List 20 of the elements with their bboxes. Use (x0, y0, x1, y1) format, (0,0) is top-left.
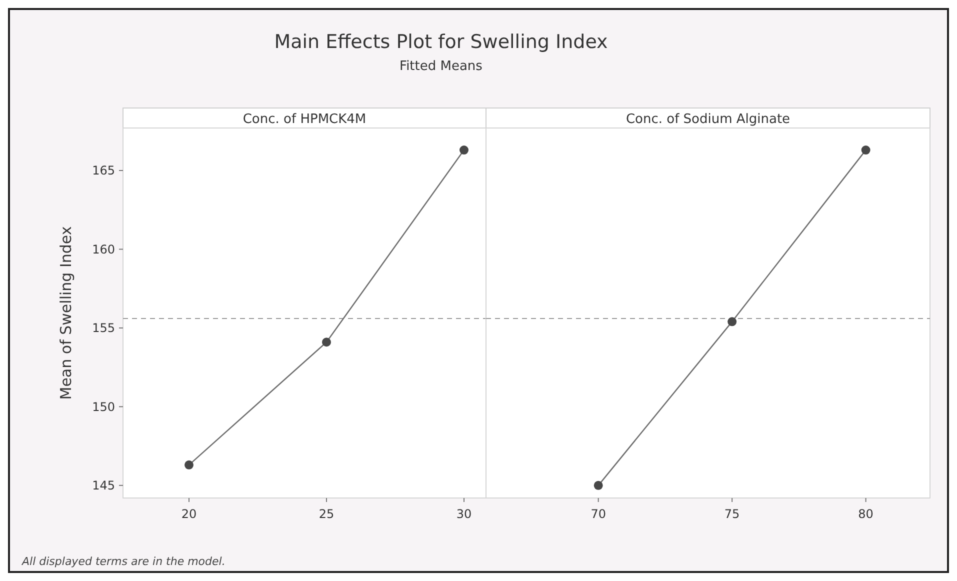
point (322, 338, 331, 347)
text: All displayed terms are in the model. (21, 555, 226, 568)
x-tick-label: 70 (590, 507, 606, 521)
point (184, 460, 194, 470)
x-tick-label: 75 (724, 507, 740, 521)
y-tick-label: 155 (92, 321, 115, 336)
y-tick-label: 145 (92, 478, 115, 493)
chart-subtitle: Fitted Means (400, 59, 483, 74)
x-axis-title: Conc. of Sodium Alginate (626, 112, 790, 127)
y-tick-label: 160 (92, 242, 115, 256)
y-tick-label: 150 (92, 400, 115, 414)
x-tick-label: 80 (858, 507, 874, 521)
x-tick-label: 25 (318, 507, 334, 521)
chart-title: Main Effects Plot for Swelling Index (274, 31, 608, 53)
y-tick-label: 165 (92, 164, 115, 178)
point (460, 146, 468, 155)
x-tick-label: 20 (181, 507, 197, 521)
x-tick-label: 30 (456, 507, 472, 521)
x-axis-title: Conc. of HPMCK4M (242, 112, 366, 127)
y-axis-title: Mean of Swelling Index (57, 226, 75, 400)
